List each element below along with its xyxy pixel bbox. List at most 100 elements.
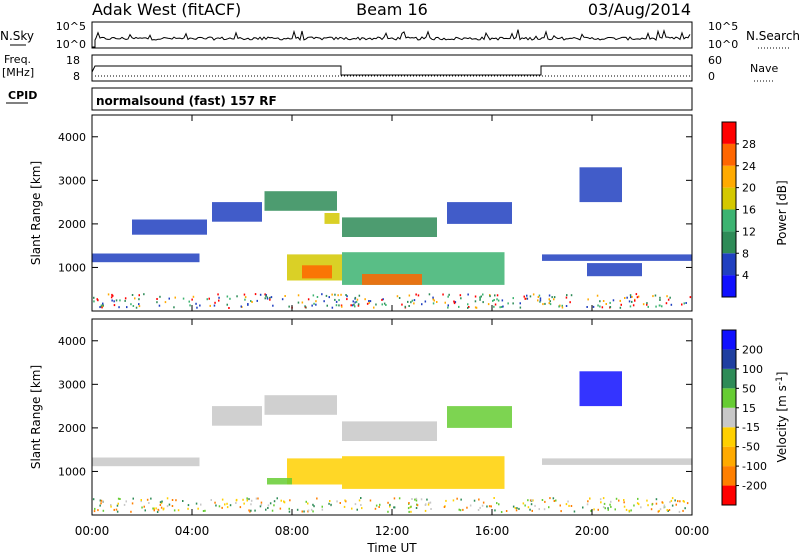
speckle	[619, 299, 621, 302]
speckle	[561, 306, 564, 309]
speckle	[284, 295, 286, 297]
speckle	[141, 506, 143, 509]
speckle	[458, 508, 460, 511]
speckle	[486, 505, 488, 508]
speckle	[218, 296, 220, 299]
speckle	[515, 509, 518, 512]
speckle	[344, 499, 346, 502]
speckle	[566, 294, 568, 297]
power-ylabel: Slant Range [km]	[29, 161, 43, 265]
speckle	[444, 301, 446, 304]
speckle	[497, 299, 500, 302]
speckle	[525, 297, 528, 300]
speckle	[244, 298, 246, 301]
speckle	[543, 508, 546, 511]
speckle	[475, 306, 478, 309]
speckle	[408, 510, 410, 513]
speckle	[143, 293, 145, 296]
speckle	[161, 500, 163, 503]
speckle	[404, 305, 406, 308]
speckle	[415, 499, 418, 502]
speckle	[130, 303, 132, 306]
speckle	[667, 298, 670, 301]
speckle	[283, 501, 286, 504]
speckle	[256, 299, 258, 302]
speckle	[254, 293, 257, 296]
heatmap-region	[447, 406, 512, 428]
speckle	[334, 293, 336, 296]
speckle	[604, 507, 606, 510]
speckle	[619, 306, 622, 309]
speckle	[659, 304, 661, 307]
speckle	[202, 510, 205, 512]
speckle	[269, 296, 271, 299]
speckle	[379, 503, 381, 506]
speckle	[683, 302, 685, 305]
speckle	[94, 507, 96, 510]
speckle	[251, 301, 253, 303]
speckle	[341, 305, 343, 308]
speckle	[93, 296, 95, 299]
speckle	[532, 293, 535, 296]
speckle	[338, 304, 340, 307]
speckle	[266, 297, 269, 300]
x-tick-label: 04:00	[175, 524, 210, 538]
speckle	[548, 298, 550, 301]
speckle	[493, 305, 495, 308]
speckle	[632, 304, 635, 307]
speckle	[389, 505, 391, 508]
speckle	[102, 304, 104, 307]
speckle	[214, 501, 216, 504]
speckle	[473, 499, 476, 502]
speckle	[143, 505, 145, 508]
speckle	[191, 298, 193, 301]
speckle	[361, 507, 363, 510]
speckle	[177, 509, 180, 512]
speckle	[163, 507, 165, 510]
colorbar-tick-label: -15	[742, 421, 760, 434]
speckle	[140, 500, 142, 503]
velocity-colorbar: 200 100 50 15 -15 -50 -100 -200	[721, 329, 767, 506]
speckle	[174, 296, 176, 299]
speckle	[375, 303, 377, 306]
velocity-colorbar-label-end: ]	[775, 372, 789, 377]
speckle	[523, 295, 525, 298]
velocity-panel: 1000 2000 3000 4000 Slant Range [km] 200 100…	[29, 318, 789, 516]
speckle	[226, 303, 228, 306]
time-axis: 00:00 04:00 08:00 12:00 16:00 20:00 00:00	[75, 115, 709, 538]
speckle	[587, 298, 589, 301]
speckle	[288, 507, 290, 510]
speckle	[548, 294, 551, 297]
speckle	[124, 299, 126, 302]
speckle	[410, 510, 412, 513]
speckle	[582, 506, 584, 509]
speckle	[168, 503, 171, 506]
speckle	[228, 307, 230, 309]
speckle	[610, 505, 612, 508]
speckle	[678, 510, 681, 513]
freq-label: Freq.	[4, 53, 31, 66]
speckle	[140, 499, 142, 501]
speckle	[159, 295, 161, 298]
speckle	[428, 293, 431, 296]
speckle	[539, 300, 541, 303]
speckle	[478, 498, 480, 501]
speckle	[97, 509, 99, 512]
heatmap-region	[212, 406, 262, 426]
speckle	[217, 293, 219, 296]
speckle	[383, 302, 386, 305]
speckle	[102, 509, 105, 512]
speckle	[629, 305, 632, 308]
speckle	[115, 299, 118, 302]
speckle	[279, 507, 282, 510]
speckle	[460, 297, 462, 300]
speckle	[239, 506, 242, 509]
speckle	[195, 502, 198, 505]
speckle	[411, 498, 413, 500]
speckle	[312, 294, 315, 297]
speckle	[329, 500, 331, 502]
speckle	[427, 503, 430, 506]
speckle	[586, 306, 588, 308]
speckle	[325, 294, 328, 297]
speckle	[531, 509, 533, 512]
